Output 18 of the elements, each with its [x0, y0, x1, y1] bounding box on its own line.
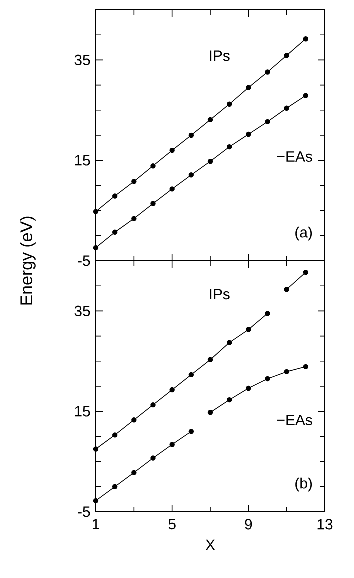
legend-label: −EAs: [278, 415, 312, 426]
y-tick-label: 35: [74, 306, 90, 316]
x-tick-label: 5: [168, 519, 176, 530]
y-tick-label: -5: [78, 256, 90, 266]
y-tick-label: 35: [74, 54, 90, 66]
y-tick-label: 15: [75, 406, 90, 417]
annotation: (a): [296, 226, 312, 241]
x-axis-title: X: [206, 540, 216, 550]
x-tick-label: 1: [92, 519, 100, 530]
y-tick-label: 15: [75, 155, 90, 166]
text: IPs: [210, 289, 230, 300]
y-tick-label: -5: [78, 506, 90, 518]
x-tick-label: 13: [318, 519, 333, 530]
x-tick-label: 9: [245, 519, 252, 530]
legend-label: −EAs: [278, 152, 312, 162]
text: IPs: [210, 50, 230, 62]
y-axis-title: Energy (eV): [20, 216, 36, 305]
annotation: (b): [296, 478, 312, 492]
